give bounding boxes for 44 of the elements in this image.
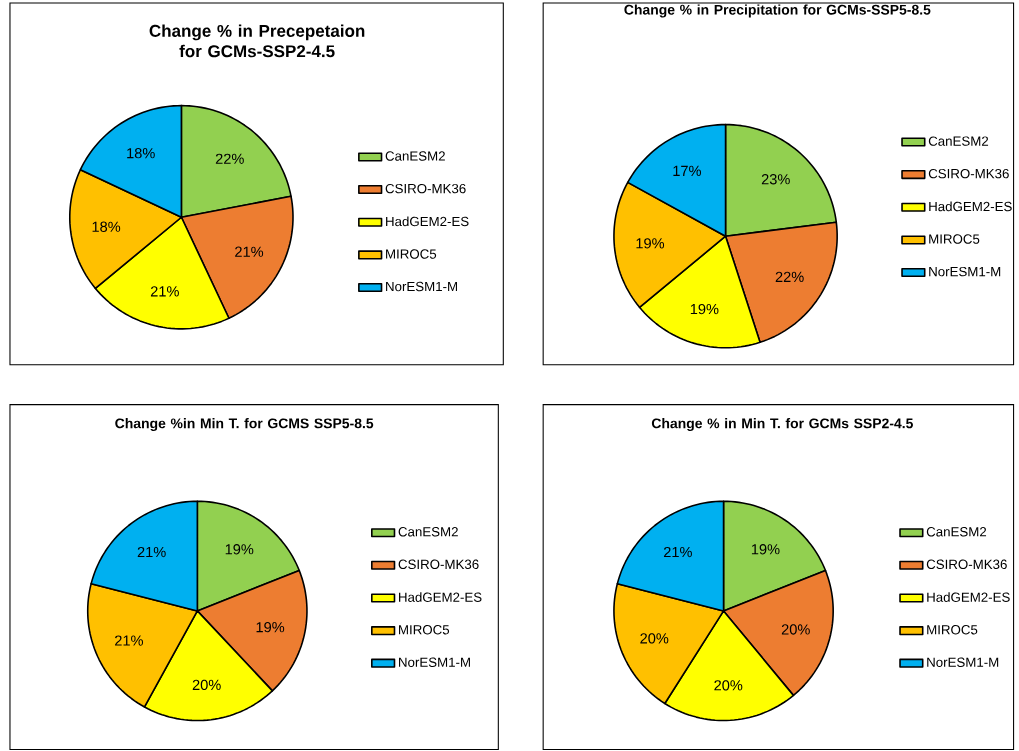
data-label: 19%	[636, 237, 665, 249]
data-label: 18%	[127, 147, 155, 159]
data-label: 19%	[256, 621, 285, 633]
legend-label: CanESM2	[926, 526, 987, 537]
chart-title: Change % in Precepetaion for GCMs-SSP2-4.5	[149, 24, 365, 58]
chart-title: Change % in Precipitation for GCMs-SSP5-8.5	[624, 4, 931, 18]
data-label: 21%	[150, 285, 179, 297]
legend-label: MIROC5	[399, 624, 450, 635]
data-label: 21%	[235, 246, 264, 257]
data-label: 19%	[751, 543, 780, 555]
legend-label: HadGEM2-ES	[386, 216, 469, 226]
legend-label: CSIRO-MK36	[398, 559, 479, 569]
data-label: 21%	[663, 546, 692, 557]
data-label: 17%	[673, 165, 702, 176]
legend-label: HadGEM2-ES	[927, 591, 1010, 602]
legend-label: NorESM1-M	[386, 281, 457, 292]
legend-label: HadGEM2-ES	[399, 591, 482, 602]
data-label: 20%	[192, 679, 221, 690]
data-label: 20%	[714, 679, 743, 691]
legend-label: HadGEM2-ES	[929, 201, 1012, 211]
data-label: 21%	[137, 546, 166, 557]
data-label: 18%	[92, 221, 121, 232]
legend-label: CSIRO-MK36	[385, 183, 466, 194]
legend-label: MIROC5	[929, 234, 980, 244]
legend-label: CanESM2	[385, 151, 445, 161]
data-label: 21%	[115, 635, 144, 646]
legend-label: MIROC5	[927, 624, 978, 635]
legend-label: NorESM1-M	[929, 266, 1001, 277]
data-label: 22%	[215, 153, 244, 164]
legend-label: CSIRO-MK36	[926, 559, 1007, 569]
data-label: 19%	[690, 303, 719, 315]
legend-label: NorESM1-M	[399, 657, 470, 667]
data-label: 19%	[225, 543, 254, 555]
chart-title: Change %in Min T. for GCMS SSP5-8.5	[115, 417, 374, 431]
data-label: 23%	[761, 173, 790, 185]
legend-label: CanESM2	[928, 136, 989, 146]
data-label: 20%	[781, 624, 810, 635]
data-label: 22%	[775, 271, 804, 282]
legend-label: MIROC5	[386, 249, 437, 259]
legend-label: NorESM1-M	[927, 657, 999, 667]
chart-title: Change % in Min T. for GCMs SSP2-4.5	[651, 417, 913, 431]
legend-label: CanESM2	[398, 526, 458, 537]
legend-label: CSIRO-MK36	[928, 168, 1009, 179]
data-label: 20%	[640, 632, 669, 644]
